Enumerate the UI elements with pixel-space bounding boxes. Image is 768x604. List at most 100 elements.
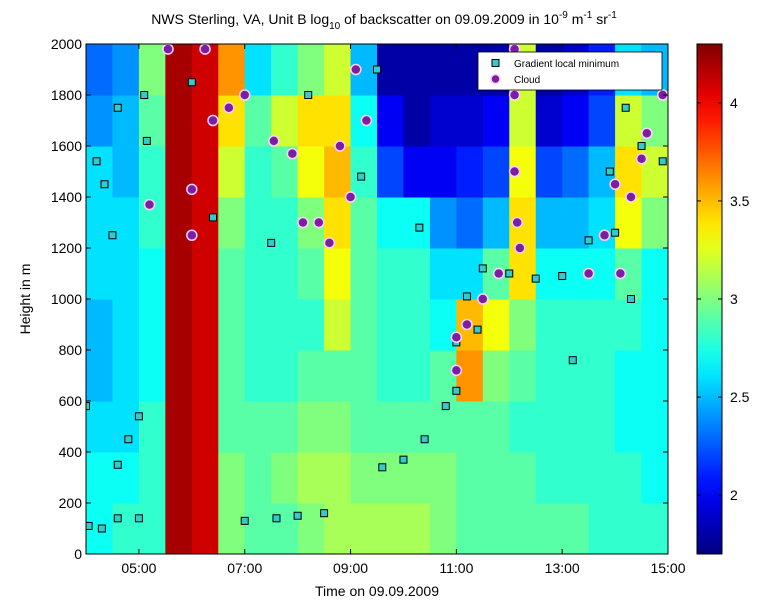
gradient-minimum-point (304, 91, 313, 99)
gradient-minimum-point (478, 264, 487, 273)
heatmap-cell (112, 452, 140, 504)
heatmap-cell (271, 503, 299, 554)
gradient-minimum-point (124, 435, 133, 444)
heatmap-cell (641, 503, 668, 554)
colorbar-tick-label: 3 (730, 291, 738, 307)
title-part: -1 (583, 10, 592, 21)
gradient-minimum-point (658, 157, 667, 166)
heatmap-cell (403, 350, 431, 402)
heatmap-cell (165, 503, 193, 554)
colorbar-tick-label: 4 (730, 95, 738, 111)
gradient-minimum-point (97, 524, 106, 533)
heatmap-cell (138, 503, 166, 554)
heatmap-cell (297, 350, 325, 402)
cloud-point (508, 89, 521, 101)
heatmap-cell (588, 350, 616, 402)
heatmap-cell (403, 452, 431, 504)
cloud-point (461, 318, 473, 331)
cloud-point (334, 140, 346, 152)
heatmap-cell (86, 350, 113, 402)
heatmap-cell (456, 146, 484, 198)
cloud-point (350, 63, 362, 76)
heatmap-cell (641, 248, 668, 300)
heatmap-cell (271, 401, 299, 453)
heatmap-cell (588, 401, 616, 453)
heatmap-cell (86, 146, 113, 198)
legend-box (477, 51, 663, 91)
colorbar-tick-label: 2 (730, 487, 738, 503)
y-tick-label: 400 (59, 444, 83, 460)
heatmap-cell (456, 350, 484, 402)
gradient-minimum-point (584, 236, 593, 245)
heatmap-cell (191, 503, 219, 554)
heatmap-cell (403, 299, 431, 351)
gradient-minimum-point (568, 356, 577, 365)
heatmap-cell (377, 44, 404, 96)
heatmap-cell (324, 248, 352, 300)
heatmap-cell (456, 452, 484, 504)
heatmap-cell (535, 452, 563, 504)
heatmap-cell (324, 503, 352, 554)
heatmap-cell (297, 248, 325, 300)
gradient-minimum-point (452, 386, 461, 395)
gradient-minimum-point (208, 213, 217, 222)
heatmap-cell (350, 350, 378, 402)
cloud-point (450, 331, 463, 343)
cloud-point (162, 44, 174, 55)
y-tick-label: 0 (74, 546, 82, 562)
heatmap-cell (509, 248, 537, 300)
heatmap-cell (641, 299, 668, 351)
heatmap-cell (615, 401, 643, 453)
heatmap-cell (244, 248, 272, 300)
x-axis-label: Time on 09.09.2009 (315, 583, 439, 599)
heatmap-cell (165, 350, 193, 402)
heatmap-cell (377, 503, 404, 554)
heatmap-cell (350, 452, 378, 504)
heatmap-cell (244, 44, 272, 96)
y-tick-label: 1000 (51, 291, 82, 307)
heatmap-cell (588, 95, 616, 147)
cloud-point (268, 135, 280, 147)
heatmap-cell (218, 452, 246, 504)
heatmap-cell (138, 299, 166, 351)
heatmap-cell (271, 299, 299, 351)
heatmap-cell (350, 197, 378, 249)
heatmap-cell (165, 299, 193, 351)
heatmap-cell (112, 299, 140, 351)
y-tick-label: 1400 (51, 189, 82, 205)
gradient-minimum-point (240, 516, 249, 525)
heatmap-cell (456, 503, 484, 554)
heatmap-cell (535, 350, 563, 402)
gradient-minimum-point (462, 292, 471, 301)
heatmap-cell (429, 95, 457, 147)
heatmap-cell (218, 146, 246, 198)
gradient-minimum-point (420, 435, 429, 444)
heatmap-cell (324, 146, 352, 198)
gradient-minimum-point (378, 463, 387, 472)
heatmap-cell (244, 146, 272, 198)
heatmap-cell (112, 350, 140, 402)
heatmap-cell (350, 146, 378, 198)
y-tick-label: 600 (59, 393, 83, 409)
heatmap-cell (112, 44, 140, 96)
gradient-minimum-point (637, 142, 646, 150)
heatmap-cell (562, 95, 590, 147)
heatmap-cell (403, 146, 431, 198)
y-tick-label: 800 (59, 342, 83, 358)
heatmap-cell (165, 248, 193, 300)
cloud-point (477, 293, 489, 305)
heatmap-cell (271, 350, 299, 402)
heatmap-cell (403, 44, 431, 96)
heatmap-cell (350, 248, 378, 300)
gradient-minimum-point (357, 172, 366, 181)
heatmap-cell (218, 350, 246, 402)
x-tick-label: 09:00 (333, 560, 368, 576)
heatmap-cell (324, 95, 352, 147)
heatmap-cell (456, 401, 484, 453)
axes: 0 200 400 600 800 1000 1200 1400 1600 1800 2000 05:… (51, 36, 686, 576)
x-tick-label: 13:00 (545, 560, 580, 576)
heatmap-cell (112, 95, 140, 147)
legend-label: Cloud (514, 75, 540, 86)
heatmap-cell (350, 503, 378, 554)
title-part: m (568, 11, 584, 27)
